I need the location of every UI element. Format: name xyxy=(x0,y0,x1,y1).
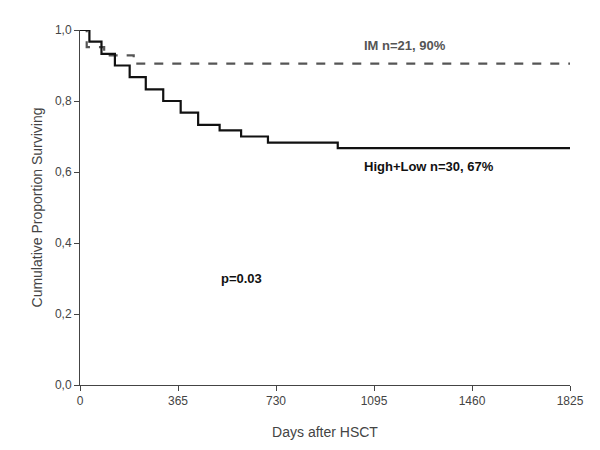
svg-text:0,4: 0,4 xyxy=(55,236,72,250)
svg-text:1095: 1095 xyxy=(361,394,388,408)
svg-text:p=0.03: p=0.03 xyxy=(221,271,262,286)
svg-text:730: 730 xyxy=(266,394,286,408)
svg-text:Cumulative Proportion Survivin: Cumulative Proportion Surviving xyxy=(29,108,45,308)
svg-text:Days after HSCT: Days after HSCT xyxy=(272,424,378,440)
svg-text:1,0: 1,0 xyxy=(55,23,72,37)
svg-text:0,2: 0,2 xyxy=(55,307,72,321)
svg-text:1825: 1825 xyxy=(557,394,584,408)
svg-text:0,8: 0,8 xyxy=(55,94,72,108)
svg-text:IM n=21, 90%: IM n=21, 90% xyxy=(364,38,446,53)
svg-text:0,6: 0,6 xyxy=(55,165,72,179)
svg-text:0,0: 0,0 xyxy=(55,378,72,392)
svg-text:1460: 1460 xyxy=(459,394,486,408)
svg-text:365: 365 xyxy=(168,394,188,408)
svg-text:0: 0 xyxy=(77,394,84,408)
svg-text:High+Low n=30, 67%: High+Low n=30, 67% xyxy=(364,159,494,174)
